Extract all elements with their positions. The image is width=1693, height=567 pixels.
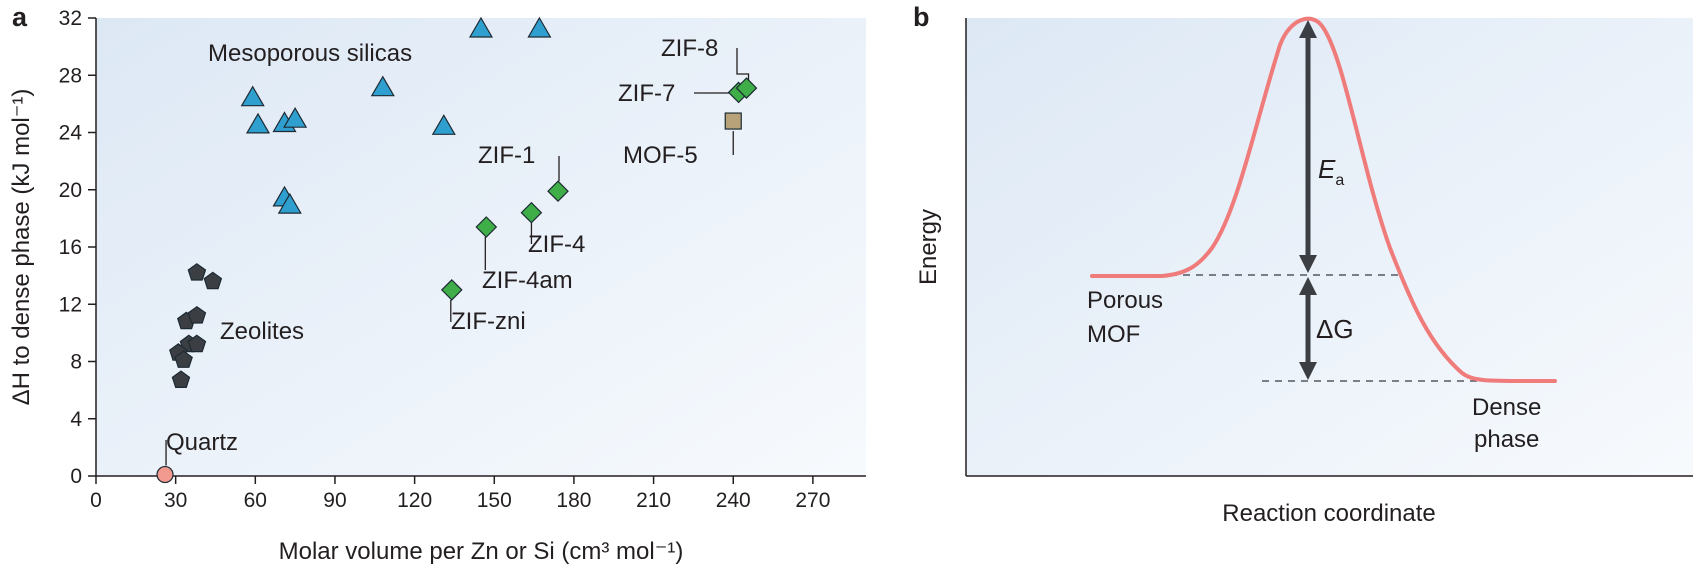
diamond-icon (547, 180, 569, 203)
pentagon-icon (187, 263, 207, 281)
label-zif-4am: ZIF-4am (482, 267, 573, 294)
activation-arrow-head-up (1299, 20, 1317, 38)
y-tick-label: 4 (70, 408, 82, 431)
activation-arrow-head-down (1299, 255, 1317, 273)
data-markers (156, 16, 758, 484)
reaction-axis-title: Reaction coordinate (1222, 500, 1435, 527)
triangle-icon (283, 107, 308, 128)
y-axis-title: ΔH to dense phase (kJ mol⁻¹) (8, 89, 35, 406)
label-phase: phase (1474, 426, 1539, 453)
label-mof-5: MOF-5 (623, 142, 698, 169)
label-delta-g: ΔG (1316, 314, 1354, 344)
x-ticks: 0 30 60 90 120 150 180 210 240 270 (90, 476, 830, 512)
label-zif-zni: ZIF-zni (451, 308, 526, 335)
x-tick-label: 120 (397, 489, 432, 512)
pentagon-icon (171, 370, 191, 388)
x-tick-label: 210 (636, 489, 671, 512)
label-porous: Porous (1087, 287, 1163, 314)
pentagon-icon (187, 305, 207, 324)
panel-a-letter: a (12, 2, 28, 32)
triangle-icon (370, 75, 395, 97)
x-tick-label: 150 (477, 489, 512, 512)
triangle-icon (245, 112, 271, 134)
label-zif-8: ZIF-8 (661, 35, 718, 62)
square-icon (724, 112, 742, 130)
x-tick-label: 60 (244, 489, 267, 512)
label-ea-main: E (1318, 154, 1336, 184)
panel-b-letter: b (913, 2, 930, 32)
plot-area-b (966, 18, 1693, 476)
y-tick-label: 20 (59, 179, 82, 202)
point-labels: Mesoporous silicas Zeolites Quartz ZIF-1… (166, 35, 718, 456)
free-energy-arrow-head-up (1299, 277, 1317, 295)
y-tick-label: 32 (59, 7, 82, 30)
x-tick-label: 240 (716, 489, 751, 512)
label-zeolites: Zeolites (220, 318, 304, 345)
y-tick-label: 8 (70, 351, 82, 374)
label-mof: MOF (1087, 321, 1140, 348)
y-ticks: 0 4 8 12 16 20 24 28 32 (59, 7, 96, 488)
diamond-icon (735, 77, 758, 99)
label-zif-1: ZIF-1 (478, 142, 535, 169)
y-tick-label: 28 (59, 64, 82, 87)
free-energy-arrow-head-down (1299, 362, 1317, 380)
energy-axis-title: Energy (915, 209, 942, 285)
x-tick-label: 30 (164, 489, 187, 512)
panel-b-energy-diagram: b Energy Reaction coordinate Ea ΔG Porou… (913, 2, 1693, 527)
leader-line (736, 48, 750, 81)
triangle-icon (431, 114, 456, 135)
x-tick-label: 0 (90, 489, 102, 512)
label-dense: Dense (1472, 394, 1541, 421)
label-zif-4: ZIF-4 (528, 231, 585, 258)
energy-arrows (1299, 20, 1317, 380)
y-tick-label: 12 (59, 293, 82, 316)
label-ea-subscript: a (1335, 172, 1344, 189)
pentagon-icon (187, 334, 207, 353)
panel-a-scatter-chart: a 0 30 60 90 120 150 180 210 240 270 0 4 8 12 16 20 24 2… (8, 2, 866, 565)
triangle-icon (277, 192, 302, 214)
label-mesoporous-silicas: Mesoporous silicas (208, 40, 412, 67)
energy-profile-curve (1090, 16, 1557, 384)
diamond-icon (520, 201, 543, 224)
circle-icon (156, 465, 174, 484)
triangle-icon (240, 85, 265, 107)
label-leader-lines (165, 48, 750, 466)
y-tick-label: 24 (59, 122, 83, 145)
x-tick-label: 180 (556, 489, 591, 512)
y-tick-label: 16 (59, 236, 82, 259)
y-tick-label: 0 (70, 465, 82, 488)
x-tick-label: 270 (795, 489, 830, 512)
triangle-icon (468, 16, 494, 38)
pentagon-icon (174, 350, 193, 368)
pentagon-icon (203, 271, 223, 290)
label-quartz: Quartz (166, 429, 238, 456)
triangle-icon (527, 16, 552, 38)
diamond-icon (440, 279, 463, 301)
x-tick-label: 90 (323, 489, 346, 512)
diamond-icon (475, 216, 498, 238)
x-axis-title: Molar volume per Zn or Si (cm³ mol⁻¹) (279, 538, 684, 565)
label-zif-7: ZIF-7 (618, 80, 675, 107)
label-ea: Ea (1318, 154, 1344, 189)
